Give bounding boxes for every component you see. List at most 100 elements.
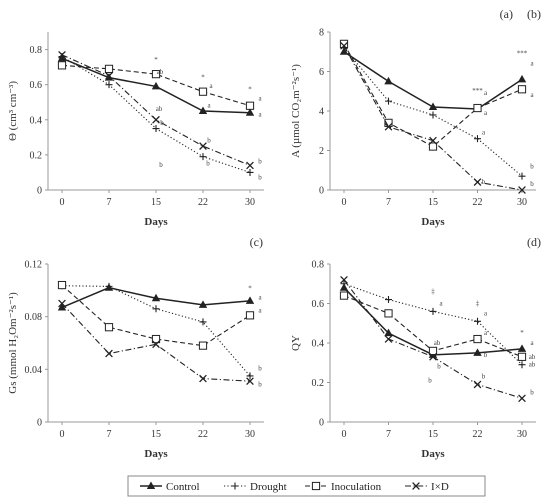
data-point (473, 103, 482, 113)
cross-marker (246, 161, 254, 170)
plus-marker (105, 81, 113, 89)
legend-item-id: I×D (405, 481, 449, 493)
significance-label: ab (157, 68, 164, 76)
x-tick-label: 7 (386, 429, 391, 440)
data-point (246, 168, 254, 176)
triangle-marker (384, 328, 393, 337)
data-point (199, 142, 207, 150)
cross-marker (340, 41, 348, 50)
significance-label: ab (529, 353, 536, 361)
series-drought (340, 280, 526, 369)
legend-item-drought: Drought (224, 481, 287, 493)
panel-letter: (c) (250, 235, 263, 249)
legend-marker (146, 481, 156, 489)
significance-label: b (437, 363, 441, 371)
significance-label: a (207, 101, 211, 109)
x-tick-label: 15 (428, 197, 438, 208)
significance-label: a (530, 60, 534, 68)
data-point (246, 161, 254, 170)
plus-marker (518, 361, 526, 369)
legend-item-inoculation: Inoculation (305, 481, 382, 493)
chart-panel-c: 0 0.04 0.08 0.12 0 7 15 22 30 Days Gs (mmol H₂Om⁻²… (7, 235, 264, 460)
series-line (343, 283, 523, 366)
significance-label: a (209, 82, 213, 90)
cross-marker (340, 275, 348, 284)
square-marker (339, 291, 349, 300)
square-marker (384, 309, 393, 318)
cross-marker (518, 186, 526, 194)
square-marker (57, 280, 67, 290)
x-axis-title: Days (421, 448, 445, 460)
data-point (517, 344, 527, 352)
y-tick-label: 0.08 (25, 312, 43, 323)
series-inoculation (339, 39, 527, 151)
plus-marker (105, 282, 113, 290)
x-tick-label: 22 (473, 197, 483, 208)
y-tick-label: 0.4 (312, 339, 325, 350)
significance-label: a (484, 109, 488, 117)
cross-marker (412, 482, 420, 490)
y-tick-label: 0 (37, 418, 42, 429)
y-tick-label: 0.2 (30, 150, 43, 161)
y-tick-label: 0 (37, 186, 42, 197)
cross-marker (518, 394, 526, 403)
triangle-marker (517, 344, 527, 352)
data-point (245, 296, 255, 304)
square-marker (517, 352, 527, 361)
x-tick-label: 30 (517, 197, 527, 208)
significance-label: a (258, 294, 262, 302)
triangle-marker (428, 102, 438, 111)
x-tick-label: 30 (517, 429, 527, 440)
data-point (152, 305, 160, 313)
significance-label: a (484, 329, 488, 337)
significance-label: b (482, 178, 486, 186)
significance-label: ab (156, 105, 163, 113)
panel-letter: (b) (527, 7, 541, 21)
y-axis-title: A (µmol CO₂m⁻²s⁻¹) (290, 64, 302, 158)
significance-label: ‡ (476, 299, 480, 307)
data-point (57, 61, 67, 70)
y-tick-label: 0.12 (25, 260, 43, 271)
significance-label: * (154, 56, 158, 64)
data-point (428, 346, 438, 355)
data-point (104, 64, 114, 73)
significance-label: b (258, 173, 262, 181)
x-tick-label: 0 (60, 197, 65, 208)
plus-marker (385, 97, 392, 105)
significance-label: b (530, 162, 534, 170)
plus-marker (429, 111, 437, 119)
data-point (246, 377, 254, 386)
data-point (198, 300, 208, 308)
panel-letter: (a) (500, 7, 513, 21)
square-marker (517, 85, 527, 94)
significance-label: * (201, 73, 205, 81)
data-point (518, 394, 526, 403)
significance-label: b (258, 365, 262, 373)
triangle-marker (245, 296, 255, 304)
plus-marker (152, 305, 160, 313)
significance-label: b (207, 137, 211, 145)
plus-marker (429, 307, 437, 315)
significance-label: * (248, 284, 252, 292)
plus-marker (246, 168, 254, 176)
data-point (57, 302, 67, 311)
y-tick-label: 8 (319, 28, 324, 39)
x-tick-label: 15 (151, 429, 161, 440)
data-point (384, 335, 393, 343)
data-point (517, 85, 527, 94)
triangle-marker (384, 76, 393, 85)
y-tick-label: 0.8 (30, 45, 43, 56)
legend: Control Drought Inoculation I×D (127, 475, 486, 497)
square-marker (104, 323, 114, 332)
y-axis-title: QY (290, 335, 302, 351)
y-tick-label: 0.2 (312, 378, 325, 389)
series-id (340, 41, 526, 194)
x-tick-label: 7 (107, 429, 112, 440)
square-marker (473, 103, 482, 113)
data-point (473, 380, 482, 389)
cross-marker (384, 122, 393, 131)
significance-label: a (258, 307, 262, 315)
legend-label: Drought (250, 481, 287, 493)
cross-marker (58, 299, 66, 308)
